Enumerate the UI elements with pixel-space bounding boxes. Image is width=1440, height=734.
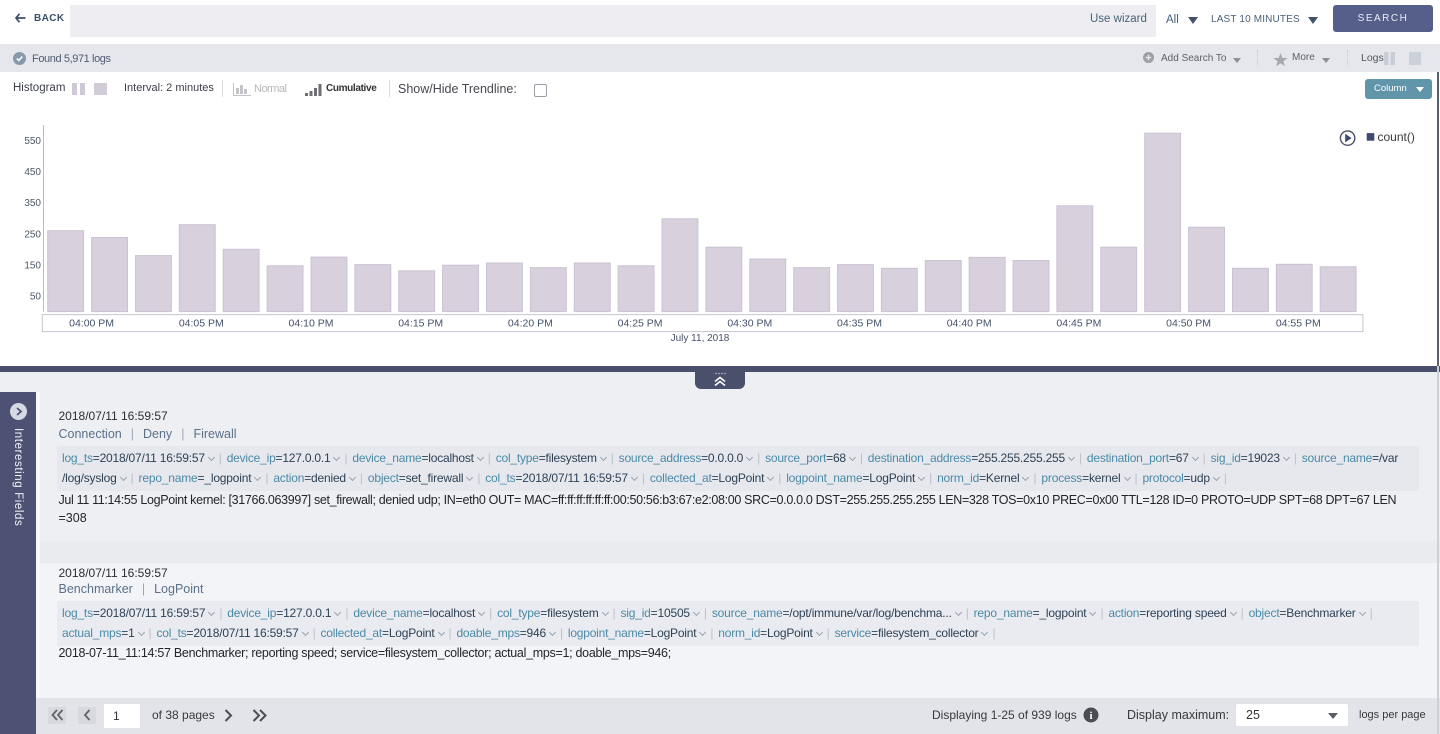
svg-text:04:55 PM: 04:55 PM [1276, 318, 1321, 330]
svg-text:350: 350 [24, 198, 41, 209]
svg-text:450: 450 [24, 167, 41, 178]
svg-text:04:05 PM: 04:05 PM [179, 318, 224, 330]
svg-text:04:00 PM: 04:00 PM [69, 318, 114, 330]
svg-text:50: 50 [30, 292, 42, 303]
svg-text:04:15 PM: 04:15 PM [398, 318, 443, 330]
svg-text:July 11, 2018: July 11, 2018 [671, 333, 730, 344]
svg-text:150: 150 [24, 260, 41, 271]
svg-text:04:20 PM: 04:20 PM [508, 318, 553, 330]
svg-text:i: i [1089, 710, 1092, 722]
svg-text:04:50 PM: 04:50 PM [1166, 318, 1211, 330]
svg-text:04:40 PM: 04:40 PM [947, 318, 992, 330]
svg-text:04:25 PM: 04:25 PM [618, 318, 663, 330]
svg-text:04:10 PM: 04:10 PM [289, 318, 334, 330]
svg-text:250: 250 [24, 229, 41, 240]
svg-text:count(): count() [1378, 130, 1415, 144]
svg-text:550: 550 [24, 136, 41, 147]
svg-text:04:35 PM: 04:35 PM [837, 318, 882, 330]
svg-text:04:45 PM: 04:45 PM [1056, 318, 1101, 330]
svg-text:04:30 PM: 04:30 PM [727, 318, 772, 330]
